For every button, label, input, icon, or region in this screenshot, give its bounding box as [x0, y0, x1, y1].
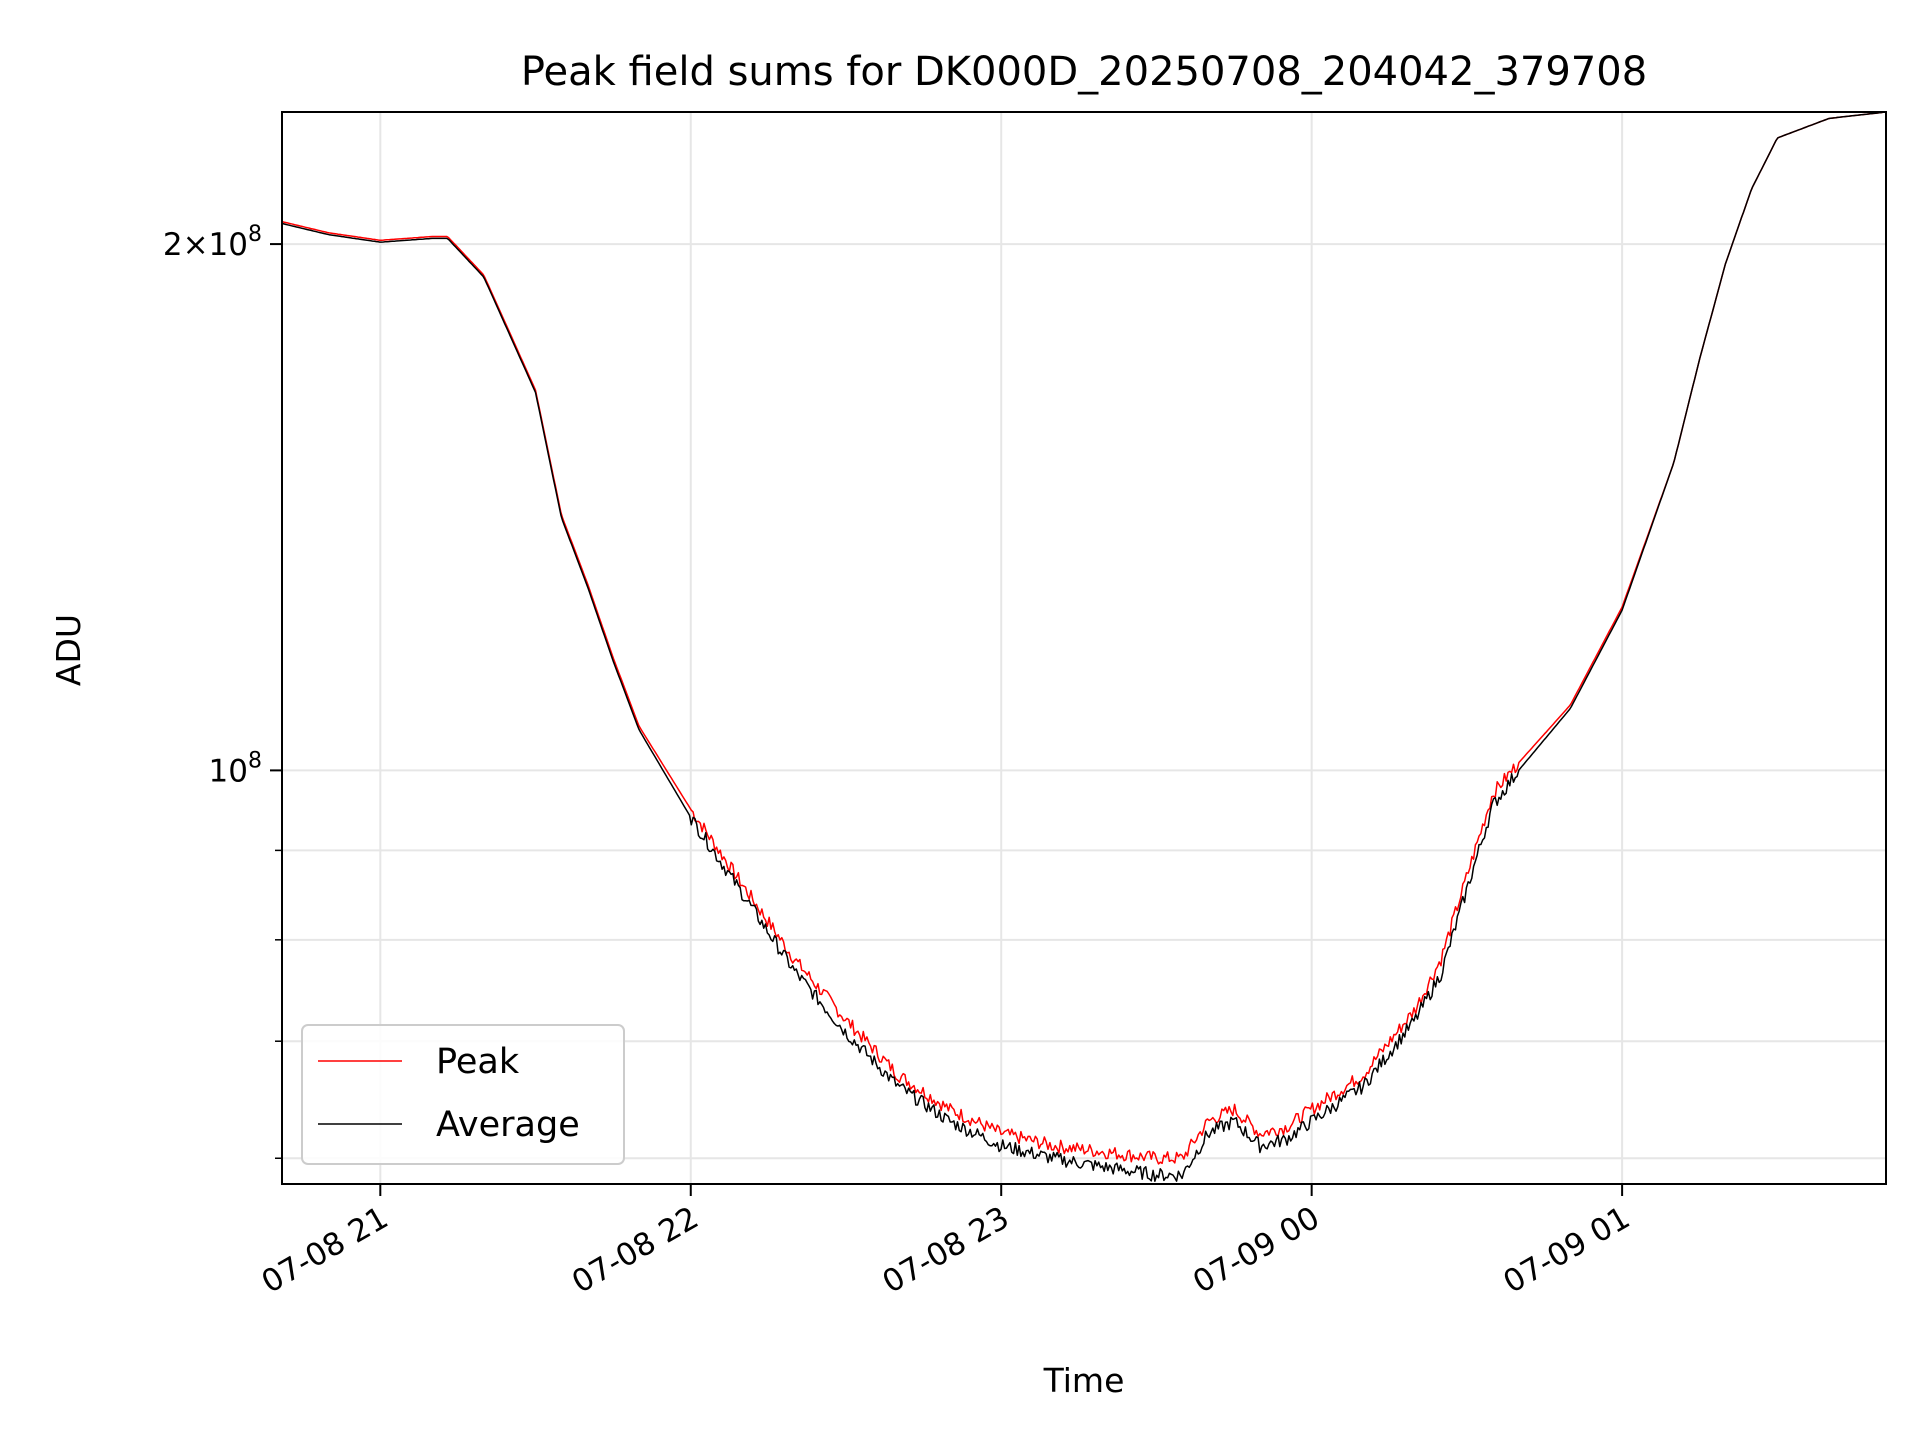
y-minor-ticks — [275, 849, 282, 1160]
legend-peak-label: Peak — [436, 1042, 520, 1082]
chart-title: Peak field sums for DK000D_20250708_2040… — [521, 49, 1647, 95]
series-lines — [281, 111, 1885, 1182]
y-axis-label: ADU — [49, 614, 88, 686]
legend-box — [301, 1024, 625, 1165]
legend-average-label: Average — [436, 1105, 580, 1145]
legend: Peak Average — [301, 1024, 625, 1165]
y-tick-label: 108 — [209, 748, 262, 789]
x-axis-label: Time — [1043, 1361, 1125, 1400]
y-axis-ticks: 108 2×108 — [163, 222, 282, 789]
y-tick-label: 2×108 — [163, 222, 262, 263]
series-line-average — [281, 111, 1885, 1182]
plot-frame — [281, 111, 1887, 1185]
